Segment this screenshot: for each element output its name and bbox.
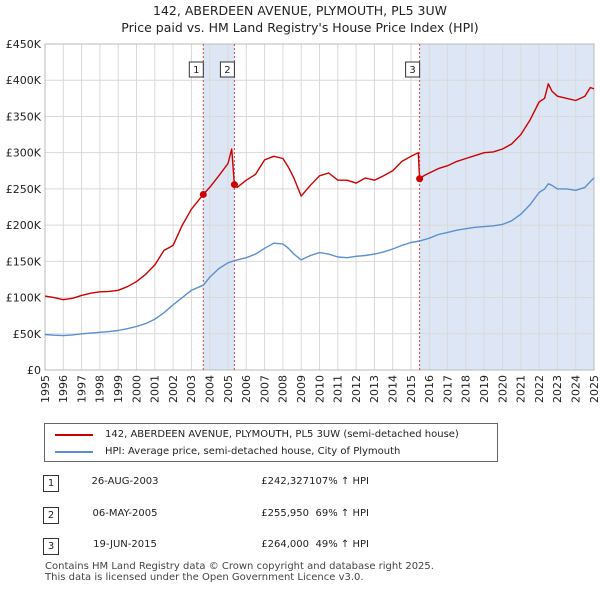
x-tick-label: 2025 — [588, 375, 600, 403]
sale-marker-box — [188, 61, 204, 78]
sale-marker-box — [219, 61, 235, 78]
x-tick-label: 2021 — [515, 375, 528, 403]
y-tick-label: £200K — [6, 219, 42, 232]
transaction-date: 19-JUN-2015 — [93, 539, 157, 550]
x-tick-label: 2004 — [204, 375, 217, 403]
property-price-line — [44, 83, 595, 301]
x-tick-label: 2018 — [460, 375, 473, 403]
sale-marker-label: 1 — [193, 65, 199, 76]
transaction-date: 06-MAY-2005 — [92, 508, 158, 519]
transaction-price: £242,327 — [261, 476, 309, 487]
sale-point — [199, 190, 207, 198]
transaction-row: 1 26-AUG-2003 £242,327 107% ↑ HPI — [43, 475, 463, 492]
sale-marker-label: 3 — [409, 65, 415, 76]
legend-item-hpi: HPI: Average price, semi-detached house,… — [55, 446, 400, 457]
sale-point — [416, 175, 424, 183]
x-tick-label: 2010 — [313, 375, 326, 403]
legend-item-property: 142, ABERDEEN AVENUE, PLYMOUTH, PL5 3UW … — [55, 429, 459, 440]
chart-legend: 142, ABERDEEN AVENUE, PLYMOUTH, PL5 3UW … — [44, 423, 498, 462]
transaction-number: 1 — [43, 475, 59, 492]
x-tick-label: 2005 — [222, 375, 235, 403]
x-tick-label: 2009 — [295, 375, 308, 403]
x-tick-label: 2024 — [570, 375, 583, 403]
transaction-date: 26-AUG-2003 — [91, 476, 159, 487]
x-tick-label: 2015 — [405, 375, 418, 403]
x-tick-label: 1998 — [94, 375, 107, 403]
shaded-region — [203, 44, 235, 370]
sale-marker-box — [405, 61, 421, 78]
x-tick-label: 2013 — [368, 375, 381, 403]
y-tick-label: £50K — [13, 328, 42, 341]
x-tick-label: 2023 — [551, 375, 564, 403]
x-tick-label: 2016 — [423, 375, 436, 403]
y-tick-label: £300K — [6, 147, 42, 160]
x-tick-label: 2006 — [240, 375, 253, 403]
transaction-hpi: 49% ↑ HPI — [315, 539, 369, 550]
price-chart: £0 £50K £100K £150K £200K £250K £300K £350K £400… — [6, 38, 600, 403]
y-tick-label: £250K — [6, 183, 42, 196]
x-tick-label: 2019 — [478, 375, 491, 403]
x-tick-label: 2011 — [332, 375, 345, 403]
chart-title: 142, ABERDEEN AVENUE, PLYMOUTH, PL5 3UW — [153, 3, 447, 18]
x-tick-label: 1997 — [75, 375, 88, 403]
x-tick-label: 2008 — [277, 375, 290, 403]
transaction-number: 2 — [43, 507, 59, 524]
transaction-price: £255,950 — [261, 508, 309, 519]
hpi-line — [44, 177, 595, 337]
transaction-hpi: 107% ↑ HPI — [309, 476, 369, 487]
transaction-row: 3 19-JUN-2015 £264,000 49% ↑ HPI — [43, 538, 463, 555]
footer-copyright: Contains HM Land Registry data © Crown c… — [45, 561, 434, 572]
x-tick-label: 1996 — [57, 375, 70, 403]
transaction-hpi: 69% ↑ HPI — [315, 508, 369, 519]
x-tick-label: 2002 — [167, 375, 180, 403]
x-tick-label: 1999 — [112, 375, 125, 403]
x-tick-label: 2007 — [258, 375, 271, 403]
legend-swatch-hpi — [55, 450, 93, 453]
x-tick-label: 2014 — [387, 375, 400, 403]
y-tick-label: £150K — [6, 255, 42, 268]
plot-frame — [44, 43, 595, 371]
y-tick-label: £100K — [6, 292, 42, 305]
x-tick-label: 2001 — [149, 375, 162, 403]
sale-point — [230, 181, 238, 189]
x-tick-label: 1995 — [39, 375, 52, 403]
legend-label-hpi: HPI: Average price, semi-detached house,… — [105, 446, 401, 457]
shaded-region — [419, 44, 594, 370]
x-tick-label: 2020 — [496, 375, 509, 403]
y-tick-label: £400K — [6, 74, 42, 87]
x-tick-label: 2017 — [441, 375, 454, 403]
sale-marker-label: 2 — [224, 65, 230, 76]
transaction-row: 2 06-MAY-2005 £255,950 69% ↑ HPI — [43, 507, 463, 524]
x-tick-label: 2003 — [185, 375, 198, 403]
transaction-number: 3 — [43, 538, 59, 555]
footer-license: This data is licensed under the Open Gov… — [45, 572, 364, 583]
y-tick-label: £0 — [27, 364, 41, 377]
x-tick-label: 2000 — [130, 375, 143, 403]
transaction-price: £264,000 — [261, 539, 309, 550]
legend-label-property: 142, ABERDEEN AVENUE, PLYMOUTH, PL5 3UW … — [105, 429, 459, 440]
y-tick-label: £450K — [6, 38, 42, 51]
legend-swatch-property — [55, 433, 93, 436]
x-tick-label: 2012 — [350, 375, 363, 403]
chart-subtitle: Price paid vs. HM Land Registry's House … — [121, 20, 479, 35]
x-tick-label: 2022 — [533, 375, 546, 403]
y-tick-label: £350K — [6, 110, 42, 123]
